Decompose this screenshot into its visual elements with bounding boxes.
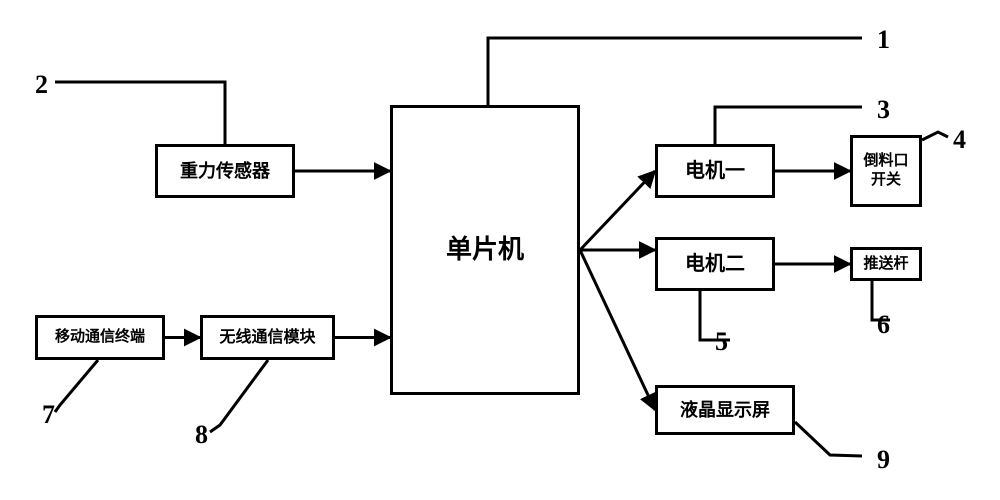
number-label-2: 2: [35, 70, 48, 100]
leader-2: [55, 82, 225, 144]
number-label-text-9: 9: [877, 445, 890, 474]
number-label-7: 7: [42, 400, 55, 430]
number-label-text-7: 7: [42, 400, 55, 429]
main-block: 单片机: [390, 105, 580, 395]
number-label-4: 4: [953, 125, 966, 155]
motor1-label: 电机一: [685, 159, 745, 184]
number-label-text-2: 2: [35, 70, 48, 99]
motor2-label: 电机二: [685, 252, 745, 277]
leader-8: [210, 360, 268, 432]
mobile-label: 移动通信终端: [55, 328, 145, 347]
wireless-label: 无线通信模块: [219, 328, 315, 348]
number-label-1: 1: [877, 25, 890, 55]
number-label-text-8: 8: [195, 420, 208, 449]
number-label-9: 9: [877, 445, 890, 475]
pushrod-block: 推送杆: [850, 247, 922, 281]
leader-7: [55, 360, 98, 412]
number-label-text-3: 3: [877, 95, 890, 124]
leader-9: [795, 422, 862, 456]
gravity-label: 重力传感器: [180, 160, 270, 183]
number-label-text-1: 1: [877, 25, 890, 54]
pushrod-label: 推送杆: [863, 255, 908, 274]
number-label-3: 3: [877, 95, 890, 125]
number-label-8: 8: [195, 420, 208, 450]
lcd-block: 液晶显示屏: [655, 385, 795, 435]
pour-label: 倒料口 开关: [863, 152, 908, 190]
arrow-main-motor1: [580, 171, 655, 250]
main-label: 单片机: [446, 234, 524, 267]
motor1-block: 电机一: [655, 144, 775, 198]
number-label-text-5: 5: [715, 327, 728, 356]
wireless-block: 无线通信模块: [200, 315, 335, 360]
leader-1: [488, 38, 862, 105]
lcd-label: 液晶显示屏: [680, 399, 770, 422]
pour-block: 倒料口 开关: [850, 135, 922, 207]
leader-3: [715, 107, 862, 144]
number-label-text-6: 6: [877, 310, 890, 339]
number-label-text-4: 4: [953, 125, 966, 154]
number-label-6: 6: [877, 310, 890, 340]
mobile-block: 移动通信终端: [35, 315, 165, 360]
arrow-main-lcd: [580, 250, 655, 410]
gravity-block: 重力传感器: [155, 144, 295, 198]
motor2-block: 电机二: [655, 237, 775, 291]
number-label-5: 5: [715, 327, 728, 357]
leader-4: [922, 132, 948, 140]
